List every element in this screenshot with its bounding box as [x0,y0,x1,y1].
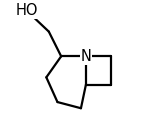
Text: HO: HO [15,3,38,18]
Text: N: N [80,49,91,64]
